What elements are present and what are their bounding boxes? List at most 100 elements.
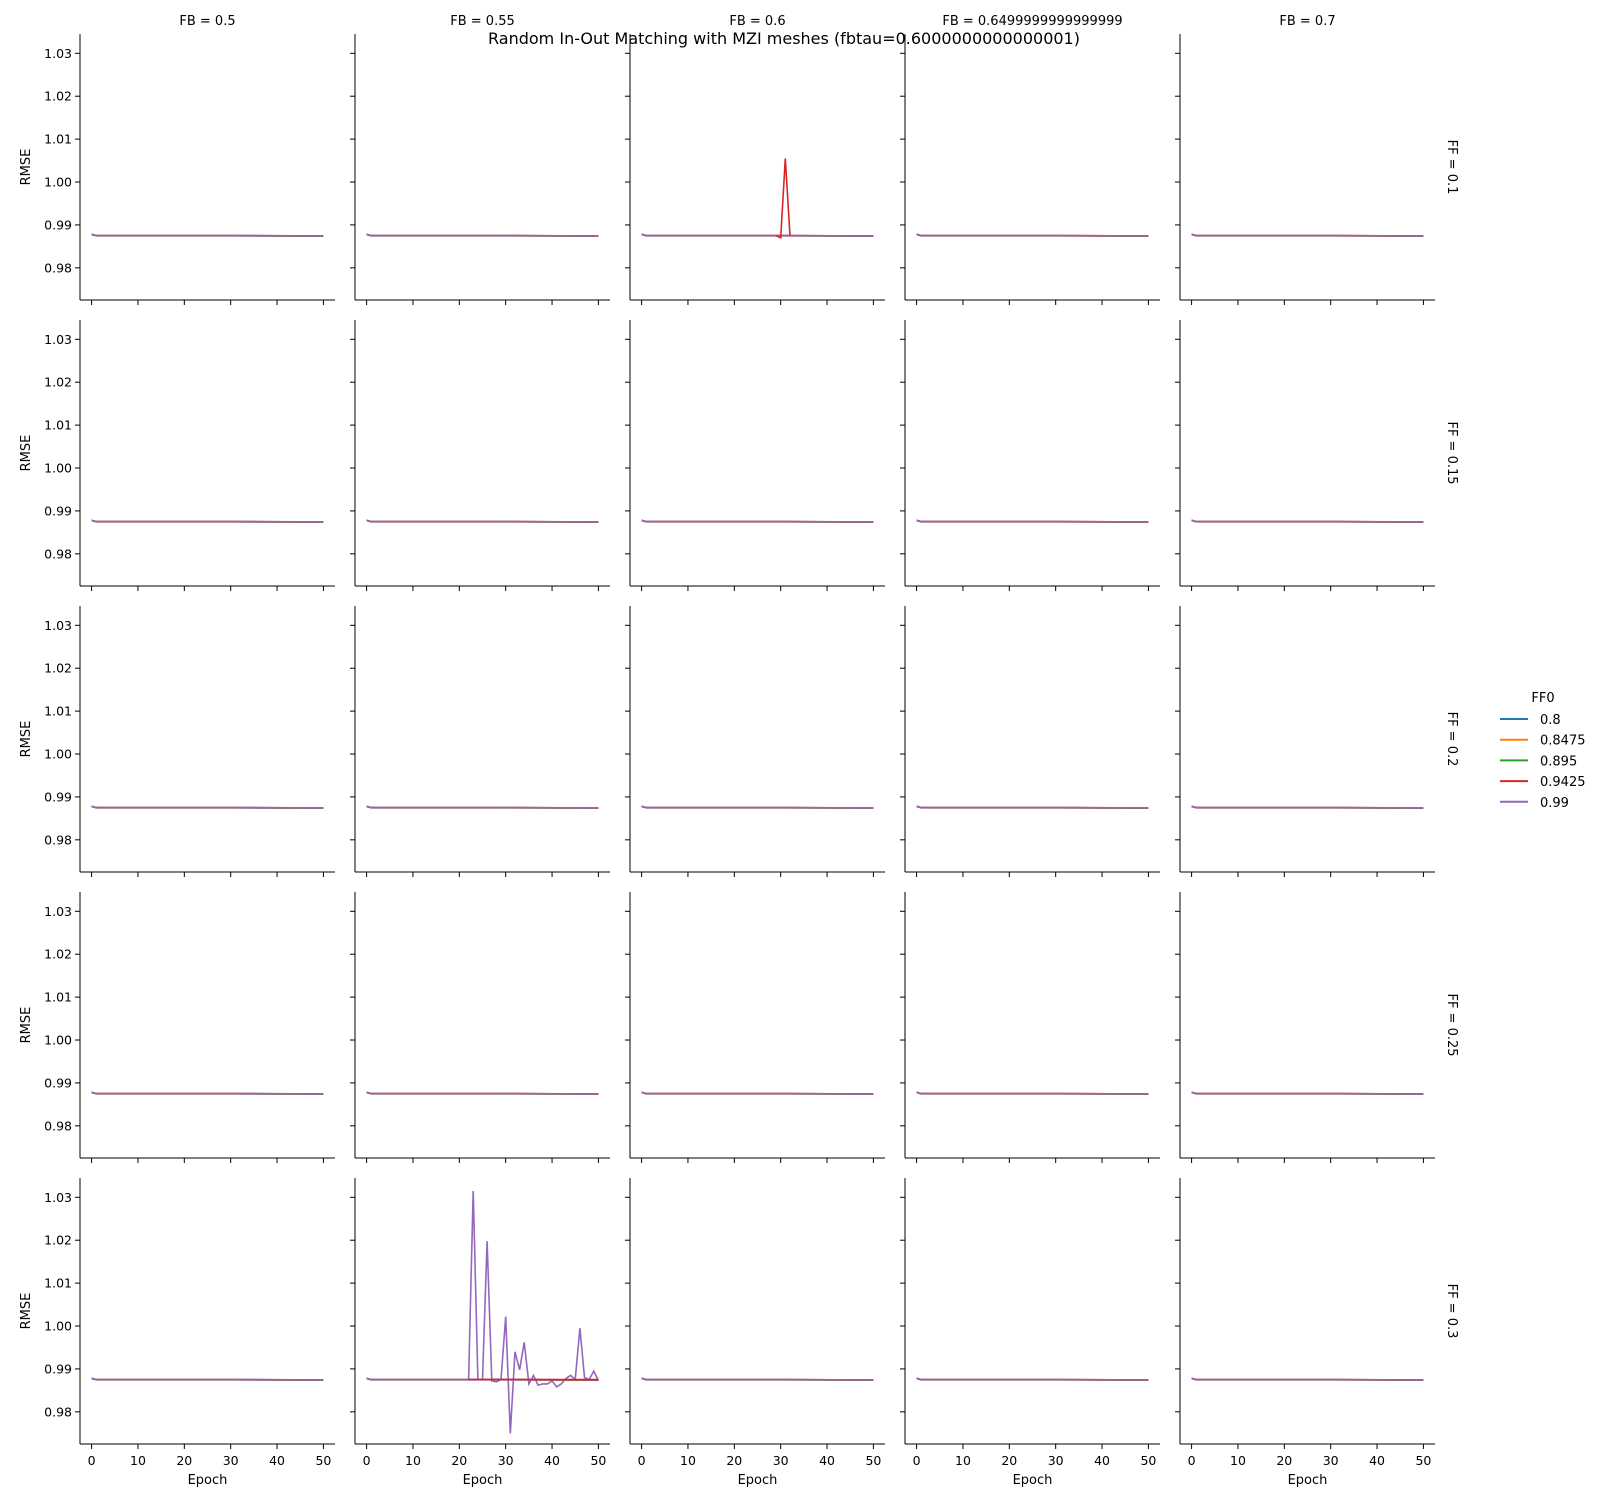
series-line-0.99 — [641, 1091, 874, 1095]
y-axis-label: RMSE — [19, 721, 34, 758]
series-line-0.99 — [641, 233, 874, 237]
row-title: FF = 0.25 — [1444, 993, 1459, 1056]
series-spike-0.9425 — [775, 158, 791, 240]
y-tick-label: 1.01 — [44, 418, 72, 433]
facet-panel-r2-c3 — [900, 606, 1160, 877]
row-title: FF = 0.2 — [1444, 712, 1459, 767]
facet-panel-r3-c3 — [900, 892, 1160, 1163]
facet-panel-r1-c0: 0.98 0.99 1.00 1.01 1.02 1.03 RMSE — [19, 320, 335, 591]
x-tick-label: 10 — [955, 1453, 971, 1468]
x-tick-label: 10 — [680, 1453, 696, 1468]
y-tick-label: 0.98 — [44, 260, 72, 275]
series-line-0.99 — [1191, 1377, 1424, 1381]
y-tick-label: 1.03 — [44, 1190, 72, 1205]
x-tick-label: 20 — [1276, 1453, 1292, 1468]
legend: FF0 0.8 0.8475 0.895 0.9425 0.99 — [1500, 691, 1586, 811]
facet-panel-r0-c1: FB = 0.55 — [350, 14, 610, 305]
series-line-0.99 — [641, 805, 874, 809]
y-tick-label: 1.03 — [44, 618, 72, 633]
x-tick-label: 30 — [1048, 1453, 1064, 1468]
y-tick-label: 1.02 — [44, 947, 72, 962]
series-line-0.99 — [91, 1377, 324, 1381]
column-title: FB = 0.6499999999999999 — [942, 14, 1122, 29]
x-tick-label: 50 — [1140, 1453, 1156, 1468]
series-line-0.99 — [366, 233, 599, 237]
facet-panel-r4-c1: 0 10 20 30 40 50 Epoch — [350, 1178, 610, 1488]
x-tick-label: 40 — [1369, 1453, 1385, 1468]
series-line-0.99 — [91, 805, 324, 809]
x-axis-label: Epoch — [188, 1473, 228, 1488]
y-tick-label: 1.01 — [44, 704, 72, 719]
legend-label-0.99: 0.99 — [1540, 796, 1569, 811]
x-tick-label: 40 — [544, 1453, 560, 1468]
series-line-0.99 — [91, 233, 324, 237]
y-tick-label: 0.98 — [44, 1118, 72, 1133]
x-tick-label: 40 — [1094, 1453, 1110, 1468]
x-tick-label: 0 — [638, 1453, 646, 1468]
facet-panel-r1-c1 — [350, 320, 610, 591]
facet-panel-r1-c4: FF = 0.15 — [1175, 320, 1459, 591]
series-line-0.99 — [916, 805, 1149, 809]
series-line-0.99 — [366, 805, 599, 809]
y-tick-label: 1.00 — [44, 747, 72, 762]
series-line-0.99 — [916, 1091, 1149, 1095]
y-tick-label: 1.03 — [44, 904, 72, 919]
x-tick-label: 20 — [176, 1453, 192, 1468]
y-axis-label: RMSE — [19, 435, 34, 472]
x-tick-label: 10 — [1230, 1453, 1246, 1468]
y-tick-label: 1.02 — [44, 661, 72, 676]
series-line-0.99 — [916, 519, 1149, 523]
x-tick-label: 50 — [1415, 1453, 1431, 1468]
facet-panel-r2-c4: FF = 0.2 — [1175, 606, 1459, 877]
x-tick-label: 0 — [363, 1453, 371, 1468]
series-line-0.99 — [366, 1091, 599, 1095]
x-axis-label: Epoch — [1288, 1473, 1328, 1488]
y-tick-label: 1.00 — [44, 1319, 72, 1334]
x-axis-label: Epoch — [1013, 1473, 1053, 1488]
y-tick-label: 0.99 — [44, 1075, 72, 1090]
x-axis-label: Epoch — [463, 1473, 503, 1488]
series-line-0.99 — [1191, 805, 1424, 809]
facet-panel-r2-c1 — [350, 606, 610, 877]
facet-panel-r3-c4: FF = 0.25 — [1175, 892, 1459, 1163]
legend-title: FF0 — [1531, 691, 1554, 706]
y-tick-label: 1.00 — [44, 1033, 72, 1048]
column-title: FB = 0.7 — [1279, 14, 1335, 29]
series-line-0.99 — [641, 519, 874, 523]
x-tick-label: 30 — [1323, 1453, 1339, 1468]
y-tick-label: 0.99 — [44, 217, 72, 232]
x-tick-label: 20 — [726, 1453, 742, 1468]
y-tick-label: 1.00 — [44, 175, 72, 190]
y-tick-label: 1.00 — [44, 461, 72, 476]
x-tick-label: 50 — [590, 1453, 606, 1468]
legend-label-0.8475: 0.8475 — [1540, 734, 1586, 749]
x-tick-label: 40 — [269, 1453, 285, 1468]
x-tick-label: 20 — [451, 1453, 467, 1468]
series-line-0.99 — [366, 519, 599, 523]
series-line-0.99 — [91, 519, 324, 523]
series-line-0.99 — [641, 1377, 874, 1381]
y-tick-label: 1.02 — [44, 89, 72, 104]
y-tick-label: 0.99 — [44, 1361, 72, 1376]
chart-title: Random In-Out Matching with MZI meshes (… — [488, 29, 1080, 48]
x-tick-label: 10 — [405, 1453, 421, 1468]
facet-panel-r0-c0: 0.98 0.99 1.00 1.01 1.02 1.03 RMSE FB = 0.5 — [19, 14, 335, 305]
x-tick-label: 10 — [130, 1453, 146, 1468]
x-tick-label: 50 — [865, 1453, 881, 1468]
series-line-0.99 — [1191, 519, 1424, 523]
x-tick-label: 20 — [1001, 1453, 1017, 1468]
x-tick-label: 0 — [88, 1453, 96, 1468]
series-line-0.99 — [1191, 233, 1424, 237]
column-title: FB = 0.55 — [450, 14, 515, 29]
facet-panel-r2-c0: 0.98 0.99 1.00 1.01 1.02 1.03 RMSE — [19, 606, 335, 877]
x-tick-label: 40 — [819, 1453, 835, 1468]
facet-panel-r2-c2 — [625, 606, 885, 877]
facet-panel-r0-c4: FB = 0.7 FF = 0.1 — [1175, 14, 1459, 305]
y-axis-label: RMSE — [19, 149, 34, 186]
facet-panel-r4-c3: 0 10 20 30 40 50 Epoch — [900, 1178, 1160, 1488]
y-tick-label: 1.01 — [44, 1276, 72, 1291]
facet-panel-r1-c2 — [625, 320, 885, 591]
row-title: FF = 0.3 — [1444, 1284, 1459, 1339]
y-tick-label: 1.02 — [44, 375, 72, 390]
series-spike-0.99 — [467, 1190, 600, 1434]
